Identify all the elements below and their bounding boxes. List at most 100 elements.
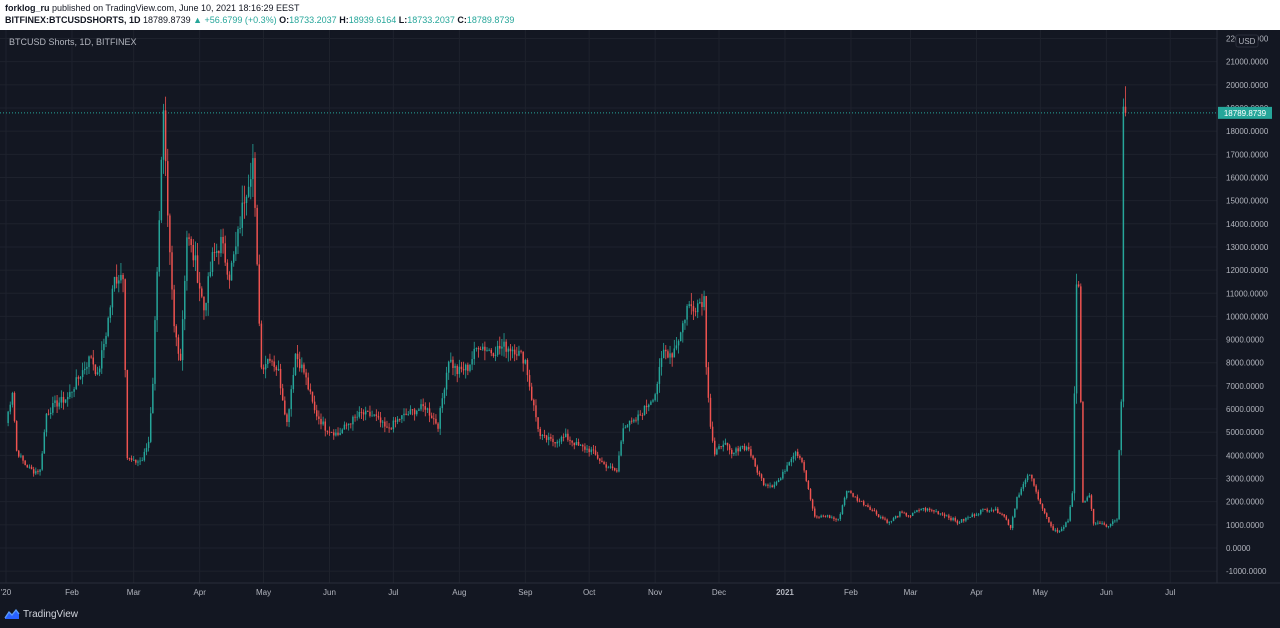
author-name[interactable]: forklog_ru: [5, 3, 50, 13]
candle-down: [728, 445, 731, 450]
candle-up: [643, 405, 646, 416]
candle-up: [241, 202, 243, 228]
candle-down: [907, 515, 910, 517]
candle-down: [320, 418, 322, 425]
candle-up: [450, 359, 452, 362]
candle-down: [479, 349, 482, 351]
candle-up: [232, 254, 235, 263]
candle-up: [618, 455, 620, 472]
candle-up: [831, 517, 833, 519]
candle-down: [611, 466, 614, 469]
candle-down: [956, 520, 959, 524]
price-tick-label: 10000.0000: [1226, 312, 1269, 321]
candle-up: [696, 303, 699, 313]
chart-title: BTCUSD Shorts, 1D, BITFINEX: [9, 37, 137, 47]
candle-up: [1024, 480, 1027, 485]
candle-up: [52, 403, 54, 413]
candle-down: [799, 456, 801, 458]
candle-up: [741, 445, 744, 448]
currency-badge[interactable]: USD: [1235, 34, 1259, 48]
candle-down: [526, 360, 529, 376]
candle-up: [826, 515, 829, 517]
candle-down: [963, 519, 965, 521]
candle-up: [843, 497, 846, 506]
candle-up: [1069, 506, 1071, 521]
candle-up: [735, 448, 737, 453]
candle-down: [886, 519, 888, 523]
candle-up: [1067, 520, 1069, 523]
candle-up: [43, 432, 46, 454]
candle-up: [1014, 508, 1016, 518]
candle-down: [858, 500, 861, 502]
price-tick-label: 7000.0000: [1226, 382, 1264, 391]
candle-up: [633, 419, 635, 422]
candle-down: [824, 516, 827, 517]
candle-up: [669, 353, 671, 358]
candle-up: [782, 471, 784, 479]
candle-down: [599, 458, 601, 461]
candle-down: [818, 516, 820, 518]
candle-up: [556, 441, 558, 444]
candle-up: [471, 359, 473, 365]
candle-down: [262, 367, 265, 370]
candle-down: [809, 489, 812, 500]
candle-up: [152, 383, 154, 414]
candle-down: [816, 516, 818, 518]
candle-down: [550, 437, 552, 439]
candle-up: [501, 346, 503, 349]
candle-down: [1039, 499, 1042, 505]
candle-down: [24, 460, 26, 466]
candle-up: [1075, 284, 1078, 394]
price-tick-label: 15000.0000: [1226, 197, 1269, 206]
candle-down: [871, 509, 873, 511]
candle-up: [507, 348, 510, 352]
candle-up: [1058, 531, 1061, 532]
candle-down: [645, 405, 648, 408]
candle-up: [396, 419, 399, 422]
candle-up: [220, 236, 222, 254]
candle-up: [245, 196, 248, 203]
candle-down: [928, 508, 931, 510]
candle-down: [462, 369, 465, 371]
symbol-name[interactable]: BITFINEX:BTCUSDSHORTS, 1D: [5, 15, 141, 25]
tradingview-logo[interactable]: TradingView: [4, 609, 78, 620]
candle-up: [784, 471, 786, 473]
candle-down: [1003, 514, 1005, 517]
candle-down: [505, 341, 507, 352]
candle-up: [352, 416, 354, 425]
candle-up: [684, 319, 686, 324]
candle-up: [301, 364, 303, 369]
candle-down: [569, 439, 571, 441]
candle-down: [218, 250, 220, 254]
high-value: 18939.6164: [348, 15, 397, 25]
open-label: O:: [279, 15, 290, 25]
candle-up: [969, 517, 971, 518]
candle-down: [1080, 286, 1082, 402]
candle-down: [1035, 485, 1037, 492]
candle-up: [1088, 495, 1091, 498]
candle-down: [124, 279, 126, 371]
candle-down: [665, 349, 667, 352]
candle-down: [554, 442, 556, 444]
candle-down: [169, 215, 171, 253]
candle-up: [418, 409, 420, 411]
candle-down: [726, 442, 729, 446]
candle-down: [535, 405, 537, 418]
candle-down: [490, 349, 493, 354]
candle-up: [239, 227, 241, 230]
candle-down: [814, 508, 816, 517]
candle-down: [1007, 519, 1010, 526]
candle-up: [88, 356, 90, 368]
candle-up: [880, 516, 882, 518]
candle-up: [113, 276, 116, 289]
candle-up: [733, 452, 735, 454]
candle-down: [254, 158, 256, 208]
candlestick-chart[interactable]: 22000.000021000.000020000.000019000.0000…: [0, 30, 1280, 603]
candle-up: [250, 179, 252, 187]
candle-down: [986, 509, 988, 512]
candle-up: [1060, 528, 1063, 532]
candle-down: [307, 377, 309, 390]
time-tick-label: Apr: [970, 588, 983, 597]
candle-down: [411, 409, 414, 411]
price-tick-label: 16000.0000: [1226, 173, 1269, 182]
